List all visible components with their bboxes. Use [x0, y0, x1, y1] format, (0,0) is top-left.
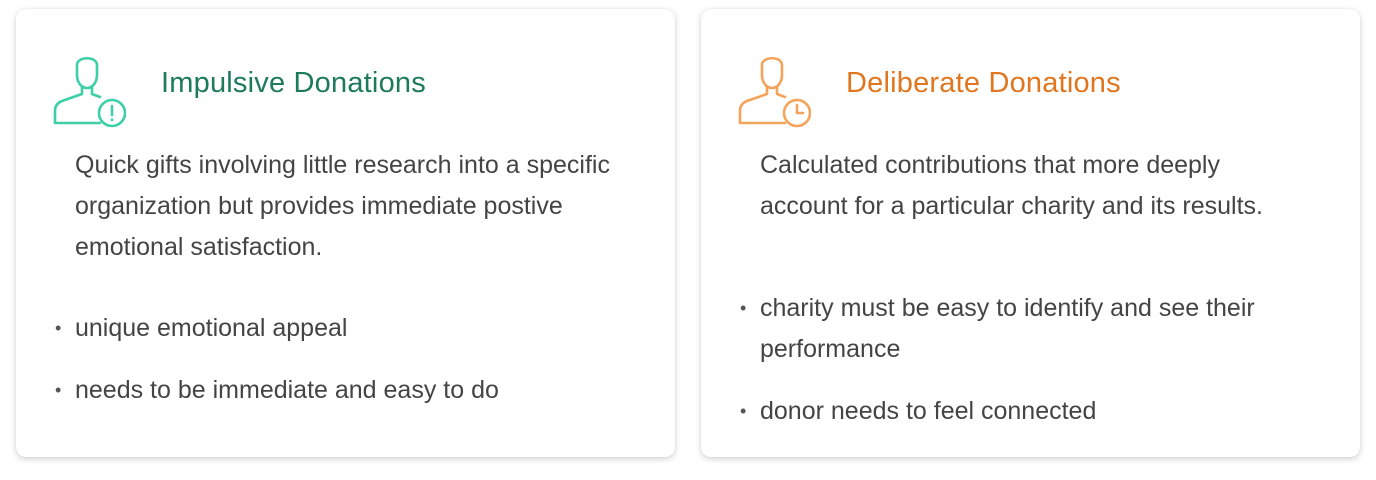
- bullet-dot-icon: •: [740, 298, 747, 318]
- bullet-text: donor needs to feel connected: [760, 397, 1097, 425]
- list-item: • donor needs to feel connected: [740, 391, 1300, 432]
- bullet-dot-icon: •: [55, 318, 62, 338]
- bullet-list: • unique emotional appeal • needs to be …: [55, 308, 655, 432]
- card-description: Quick gifts involving little research in…: [75, 151, 610, 261]
- impulsive-donations-card: Impulsive Donations Quick gifts involvin…: [16, 9, 675, 457]
- list-item: • needs to be immediate and easy to do: [55, 370, 655, 411]
- bullet-text: needs to be immediate and easy to do: [75, 376, 499, 404]
- person-alert-icon: [50, 53, 127, 129]
- card-description: Calculated contributions that more deepl…: [760, 151, 1264, 220]
- person-clock-icon: [735, 53, 812, 129]
- card-title: Deliberate Donations: [846, 67, 1121, 99]
- list-item: • charity must be easy to identify and s…: [740, 288, 1300, 370]
- bullet-dot-icon: •: [740, 401, 747, 421]
- bullet-text: charity must be easy to identify and see…: [760, 294, 1255, 363]
- bullet-list: • charity must be easy to identify and s…: [740, 288, 1300, 453]
- card-title: Impulsive Donations: [161, 67, 426, 99]
- bullet-dot-icon: •: [55, 380, 62, 400]
- list-item: • unique emotional appeal: [55, 308, 655, 349]
- deliberate-donations-card: Deliberate Donations Calculated contribu…: [701, 9, 1360, 457]
- bullet-text: unique emotional appeal: [75, 314, 348, 342]
